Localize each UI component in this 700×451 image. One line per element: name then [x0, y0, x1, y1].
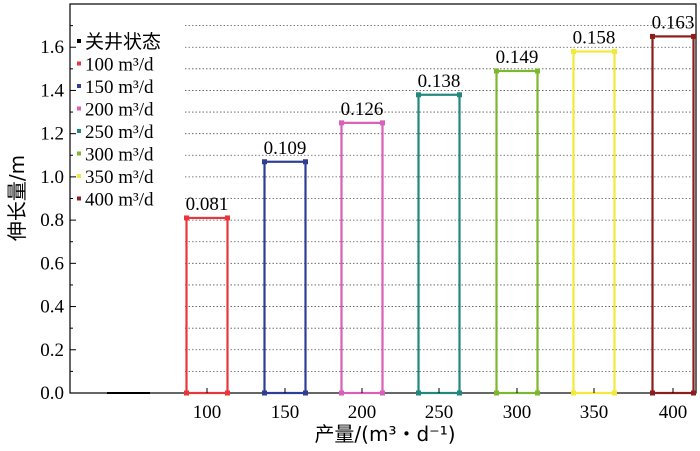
bar-marker: [535, 68, 540, 74]
y-axis-title: 伸长量/m: [5, 155, 29, 241]
y-tick-label: 0.2: [40, 340, 64, 361]
data-label: 0.138: [418, 71, 461, 92]
bar-marker: [303, 159, 308, 165]
y-tick-label: 0.4: [40, 297, 64, 318]
x-tick-label: 400: [659, 402, 688, 423]
legend-marker: [77, 196, 81, 201]
data-labels: 0.081 0.109 0.126 0.138 0.149 0.158 0.163: [186, 12, 695, 215]
bar: [651, 35, 695, 395]
legend-label: 100 m³/d: [85, 55, 154, 76]
x-tick-label: 250: [425, 402, 454, 423]
legend-marker: [77, 39, 81, 43]
data-label: 0.163: [652, 12, 695, 33]
legend-marker: [77, 61, 81, 66]
bar-marker: [380, 390, 385, 396]
legend-marker: [77, 151, 81, 156]
legend-label: 400 m³/d: [85, 190, 154, 211]
data-label: 0.109: [264, 138, 307, 159]
y-axis: 0.0 0.2 0.4 0.6 0.8 1.0 1.2 1.4 1.6: [40, 25, 76, 404]
y-tick-label: 1.0: [40, 167, 64, 188]
legend-label: 350 m³/d: [85, 167, 154, 188]
legend-label: 关井状态: [85, 31, 161, 53]
bar: [340, 121, 384, 395]
bar-marker: [303, 390, 308, 396]
legend-marker: [77, 106, 81, 111]
bar-marker: [612, 49, 617, 55]
bar-marker: [691, 33, 696, 39]
bar-marker: [494, 68, 499, 74]
bar: [185, 216, 229, 395]
bar-marker: [416, 390, 421, 396]
bar-marker: [494, 390, 499, 396]
bar-marker: [457, 92, 462, 98]
x-tick-label: 300: [503, 402, 532, 423]
bar-marker: [457, 390, 462, 396]
y-tick-label: 1.6: [40, 37, 64, 58]
x-tick-label: 150: [271, 402, 300, 423]
bar-marker: [416, 92, 421, 98]
legend-marker: [77, 129, 81, 133]
legend-label: 250 m³/d: [85, 122, 154, 143]
bar-marker: [339, 390, 344, 396]
bar-marker: [535, 390, 540, 396]
bar: [263, 160, 307, 395]
x-axis-title: 产量/(m³・d⁻¹): [314, 422, 455, 446]
bar-marker: [650, 390, 655, 396]
data-label: 0.081: [186, 194, 229, 215]
bar-marker: [225, 390, 230, 396]
bar-marker: [262, 159, 267, 165]
bar-marker: [380, 120, 385, 126]
legend-marker: [77, 174, 81, 178]
data-label: 0.149: [496, 47, 539, 68]
bar-marker: [225, 215, 230, 221]
legend-marker: [77, 84, 81, 88]
legend-label: 150 m³/d: [85, 77, 154, 98]
data-label: 0.158: [573, 28, 616, 49]
bar-marker: [184, 390, 189, 396]
y-tick-label: 0.0: [40, 383, 64, 404]
y-tick-label: 1.4: [40, 80, 64, 101]
y-tick-label: 0.8: [40, 210, 64, 231]
bar-marker: [571, 49, 576, 55]
bar-marker: [650, 33, 655, 39]
y-tick-label: 1.2: [40, 124, 64, 145]
gridlines: [185, 25, 696, 372]
bar-marker: [339, 120, 344, 126]
data-label: 0.126: [341, 99, 384, 120]
bar-marker: [184, 215, 189, 221]
x-tick-label: 100: [193, 402, 222, 423]
legend-label: 300 m³/d: [85, 145, 154, 166]
bar-marker: [262, 390, 267, 396]
bar: [495, 69, 539, 395]
bar-marker: [691, 390, 696, 396]
y-tick-label: 0.6: [40, 253, 64, 274]
bar-marker: [571, 390, 576, 396]
legend-label: 200 m³/d: [85, 100, 154, 121]
bar: [572, 50, 616, 395]
x-axis: 100 150 200 250 300 350 400: [193, 388, 688, 423]
x-tick-label: 350: [580, 402, 609, 423]
bar: [417, 93, 461, 395]
x-tick-label: 200: [348, 402, 377, 423]
bar-marker: [612, 390, 617, 396]
